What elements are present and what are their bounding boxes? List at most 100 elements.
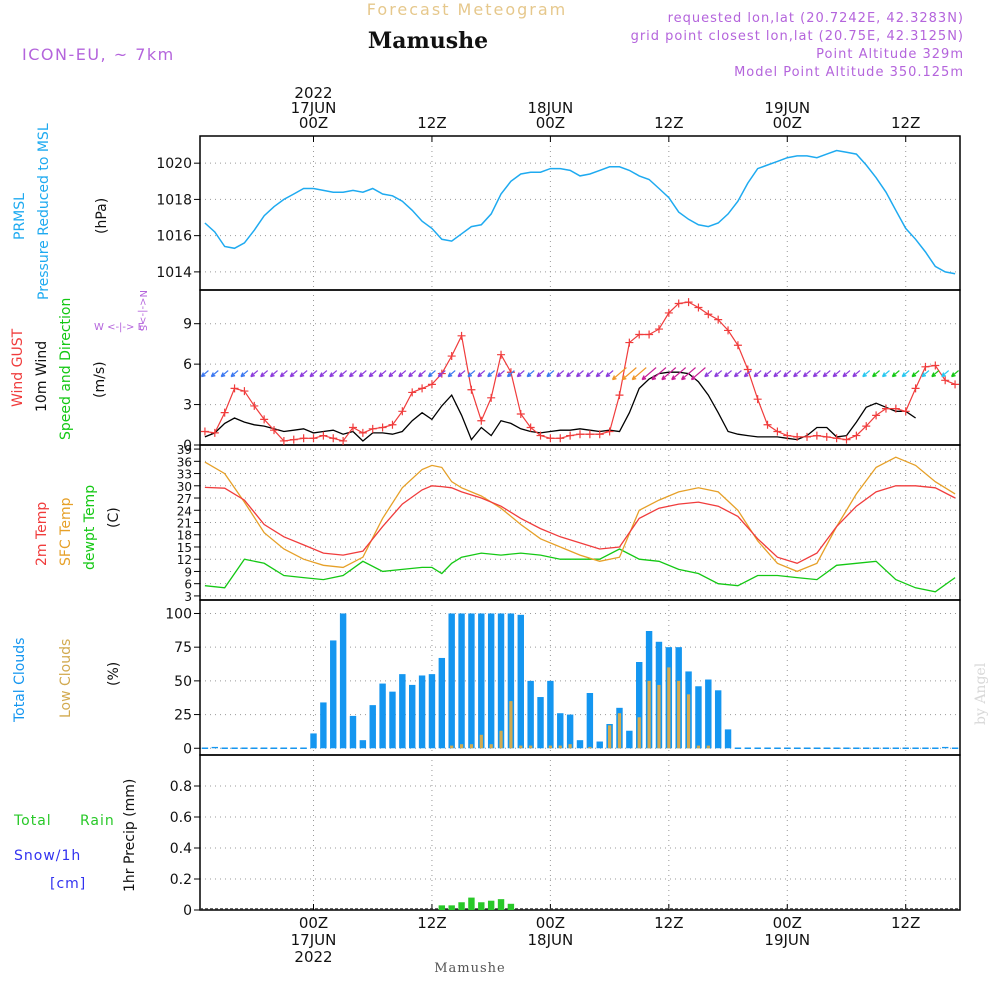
time-label-bottom: 17JUN [291, 931, 337, 949]
rain-bar [497, 899, 505, 910]
gust-point [279, 436, 288, 445]
y-tick-label: 1016 [156, 229, 192, 245]
y-tick-label: 6 [183, 357, 192, 373]
gust-point [477, 416, 486, 425]
gust-point [664, 308, 673, 317]
time-label-top: 2022 [294, 84, 332, 102]
total-cloud-bar [941, 746, 949, 749]
gust-point [230, 384, 239, 393]
gust-point [901, 407, 910, 416]
gust-point [447, 352, 456, 361]
total-cloud-bar [339, 613, 347, 749]
wind-dir-arrow [802, 370, 811, 378]
gust-point [516, 410, 525, 418]
prmsl-label: PRMSL [12, 193, 28, 240]
y-tick-label: 39 [177, 443, 192, 457]
total-cloud-bar [448, 613, 455, 749]
y-tick-label: 30 [177, 480, 192, 494]
low-cloud-bar [548, 745, 552, 749]
total-cloud-bar [576, 740, 584, 749]
total-cloud-bar [478, 613, 485, 749]
low-cloud-bar [706, 745, 710, 749]
gust-point [654, 325, 663, 334]
time-label-top: 00Z [299, 114, 328, 132]
gust-point [931, 361, 940, 370]
time-label-top: 17JUN [291, 99, 337, 117]
wind-dir-arrow [621, 367, 637, 381]
gust-point [684, 298, 693, 307]
gust-point [378, 423, 387, 432]
wind-dir-arrow [348, 370, 357, 378]
total-cloud-bar [428, 674, 436, 749]
wind-dir-arrow [279, 370, 288, 378]
y-tick-label: 6 [184, 578, 192, 592]
y-tick-label: 25 [174, 708, 192, 724]
total-cloud-bar [705, 679, 712, 749]
y-tick-label: 12 [177, 553, 192, 567]
wind-dir-arrow [842, 370, 851, 378]
low-cloud-bar [677, 680, 681, 749]
total-cloud-bar [389, 691, 396, 749]
y-tick-label: 0.2 [170, 872, 192, 888]
low-cloud-bar [686, 694, 691, 749]
cloud-unit: (%) [106, 662, 122, 686]
y-tick-label: 9 [184, 565, 192, 579]
wind-dir-arrow [506, 370, 515, 378]
gust-point [852, 431, 861, 440]
wind-dir-arrow [763, 370, 772, 378]
total-cloud-bar [714, 690, 722, 749]
gust-point [418, 384, 427, 393]
gust-point [625, 338, 634, 347]
gust-point [526, 423, 535, 432]
snow-label: Snow/1h [14, 848, 81, 864]
wind-dir-arrow [595, 370, 604, 378]
wind-dir-arrow [309, 370, 318, 378]
wind-dir-arrow [477, 370, 486, 378]
sfc-temp-line [204, 456, 956, 573]
compass-we: W <-|-> E [94, 322, 144, 333]
wind-dir-arrow [240, 370, 249, 378]
gust-point [881, 404, 890, 413]
gust-point [674, 299, 683, 308]
rain-label-total: Total [13, 813, 52, 829]
footer-station: Mamushe [434, 961, 506, 976]
wind-unit: (m/s) [92, 361, 108, 398]
gust-point [842, 435, 851, 444]
wind-dir-arrow [793, 370, 802, 378]
wind-dir-arrow [585, 370, 594, 378]
gust-point [822, 432, 831, 441]
gust-point [951, 380, 960, 389]
gust-point [724, 326, 733, 335]
wind-dir-arrow [220, 370, 229, 378]
rain-bar [478, 902, 485, 910]
y-tick-label: 15 [177, 541, 192, 555]
precip-labels: Total Rain Snow/1h [cm] 1hr Precip (mm) [13, 779, 138, 892]
wind-dir-arrow [611, 367, 627, 381]
wind-dir-arrow [631, 367, 647, 381]
rain-bar [448, 905, 455, 910]
low-cloud-bar [450, 745, 454, 749]
gust-point [645, 330, 654, 339]
total-cloud-bar [626, 730, 633, 749]
y-tick-label: 50 [174, 674, 192, 690]
gust-point [240, 387, 249, 396]
point-altitude: Point Altitude 329m [816, 47, 964, 62]
gust-point [220, 408, 229, 417]
low-cloud-bar [617, 713, 622, 749]
y-tick-label: 27 [177, 492, 192, 506]
gust-point [704, 310, 713, 319]
y-tick-label: 24 [177, 504, 192, 518]
wind-dir-arrow [911, 370, 920, 378]
low-cloud-bar [588, 746, 592, 749]
gust-point [388, 420, 397, 429]
gust-label: Wind GUST [10, 328, 26, 407]
gust-point [783, 431, 792, 440]
wind-dir-arrow [862, 370, 871, 378]
wind-dir-arrow [783, 370, 792, 378]
total-cloud-bar [497, 613, 505, 749]
gust-point [348, 423, 357, 432]
time-label-top: 18JUN [528, 99, 574, 117]
wind-dir-arrow [319, 370, 328, 378]
time-label-top: 12Z [417, 114, 446, 132]
y-tick-label: 3 [183, 398, 192, 414]
